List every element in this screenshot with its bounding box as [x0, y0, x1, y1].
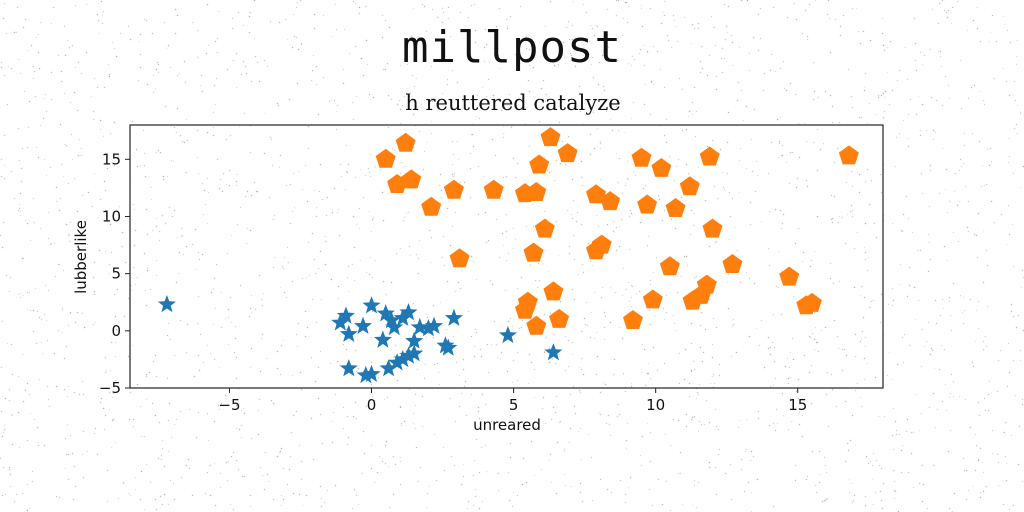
- pentagon-point: [651, 158, 672, 177]
- star-point: [362, 364, 381, 382]
- data-points: [157, 127, 859, 384]
- pentagon-point: [631, 147, 652, 167]
- star-point: [376, 304, 395, 322]
- pentagon-point: [637, 194, 658, 214]
- star-point: [356, 365, 375, 384]
- pentagon-point: [534, 218, 555, 238]
- pentagon-point: [642, 289, 663, 309]
- star-point: [339, 324, 358, 342]
- star-point: [388, 353, 407, 371]
- plot-frame: [129, 124, 884, 389]
- x-tick-label: −5: [218, 396, 240, 414]
- x-tick-label: 5: [509, 396, 519, 414]
- y-axis-label: lubberlike: [72, 220, 90, 294]
- star-point: [439, 338, 458, 356]
- pentagon-point: [779, 266, 800, 286]
- star-point: [393, 308, 412, 326]
- star-point: [410, 317, 429, 336]
- star-point: [385, 317, 404, 336]
- y-tick-label: 5: [111, 265, 121, 283]
- pentagon-point: [421, 196, 442, 216]
- star-point: [405, 331, 424, 349]
- figure-title: millpost: [402, 22, 622, 73]
- star-point: [379, 359, 398, 377]
- pentagon-point: [702, 218, 723, 238]
- pentagon-point: [838, 145, 859, 165]
- pentagon-point: [722, 254, 743, 273]
- star-point: [399, 346, 418, 364]
- y-tick-label: −5: [99, 379, 121, 397]
- pentagon-point: [526, 315, 547, 335]
- pentagon-point: [515, 299, 535, 319]
- x-tick-label: 15: [788, 396, 807, 414]
- pentagon-point: [443, 179, 464, 199]
- star-point: [393, 349, 412, 368]
- pentagon-point: [679, 176, 700, 196]
- star-point: [419, 319, 438, 337]
- pentagon-point: [543, 281, 564, 301]
- star-point: [354, 316, 372, 334]
- y-tick-label: 0: [111, 322, 121, 340]
- star-point: [331, 313, 350, 331]
- star-point: [157, 295, 176, 313]
- pentagon-point: [401, 169, 422, 189]
- x-axis-label: unreared: [473, 416, 541, 434]
- pentagon-point: [395, 132, 416, 152]
- star-point: [373, 330, 392, 348]
- pentagon-point: [557, 143, 578, 163]
- star-point: [544, 343, 563, 361]
- pentagon-point: [526, 182, 547, 201]
- pentagon-point: [549, 308, 570, 328]
- pentagon-point: [483, 179, 504, 199]
- chart-title: h reuttered catalyze: [405, 91, 620, 115]
- star-point: [399, 303, 418, 321]
- star-point: [498, 325, 517, 344]
- star-point: [405, 344, 424, 362]
- pentagon-point: [696, 274, 717, 294]
- star-point: [444, 308, 463, 326]
- pentagon-point: [449, 248, 470, 268]
- pentagon-point: [699, 146, 720, 166]
- axis-ticks: −5 0 5 10 15 −5 0 5 10 15: [99, 150, 807, 414]
- pentagon-point: [540, 127, 561, 147]
- pentagon-point: [600, 191, 621, 211]
- x-tick-label: 10: [646, 396, 665, 414]
- star-point: [425, 316, 444, 334]
- y-tick-label: 10: [102, 207, 121, 225]
- pentagon-point: [665, 198, 686, 217]
- star-point: [362, 296, 381, 314]
- star-point: [336, 306, 355, 324]
- star-point: [339, 359, 358, 377]
- pentagon-point: [523, 242, 544, 262]
- pentagon-point: [659, 256, 680, 276]
- star-point: [382, 311, 401, 329]
- y-tick-label: 15: [102, 150, 121, 168]
- pentagon-point: [375, 148, 396, 168]
- x-tick-label: 0: [367, 396, 377, 414]
- pentagon-point: [623, 310, 643, 329]
- pentagon-point: [802, 292, 822, 312]
- pentagon-point: [529, 154, 550, 174]
- pentagon-point: [591, 234, 612, 254]
